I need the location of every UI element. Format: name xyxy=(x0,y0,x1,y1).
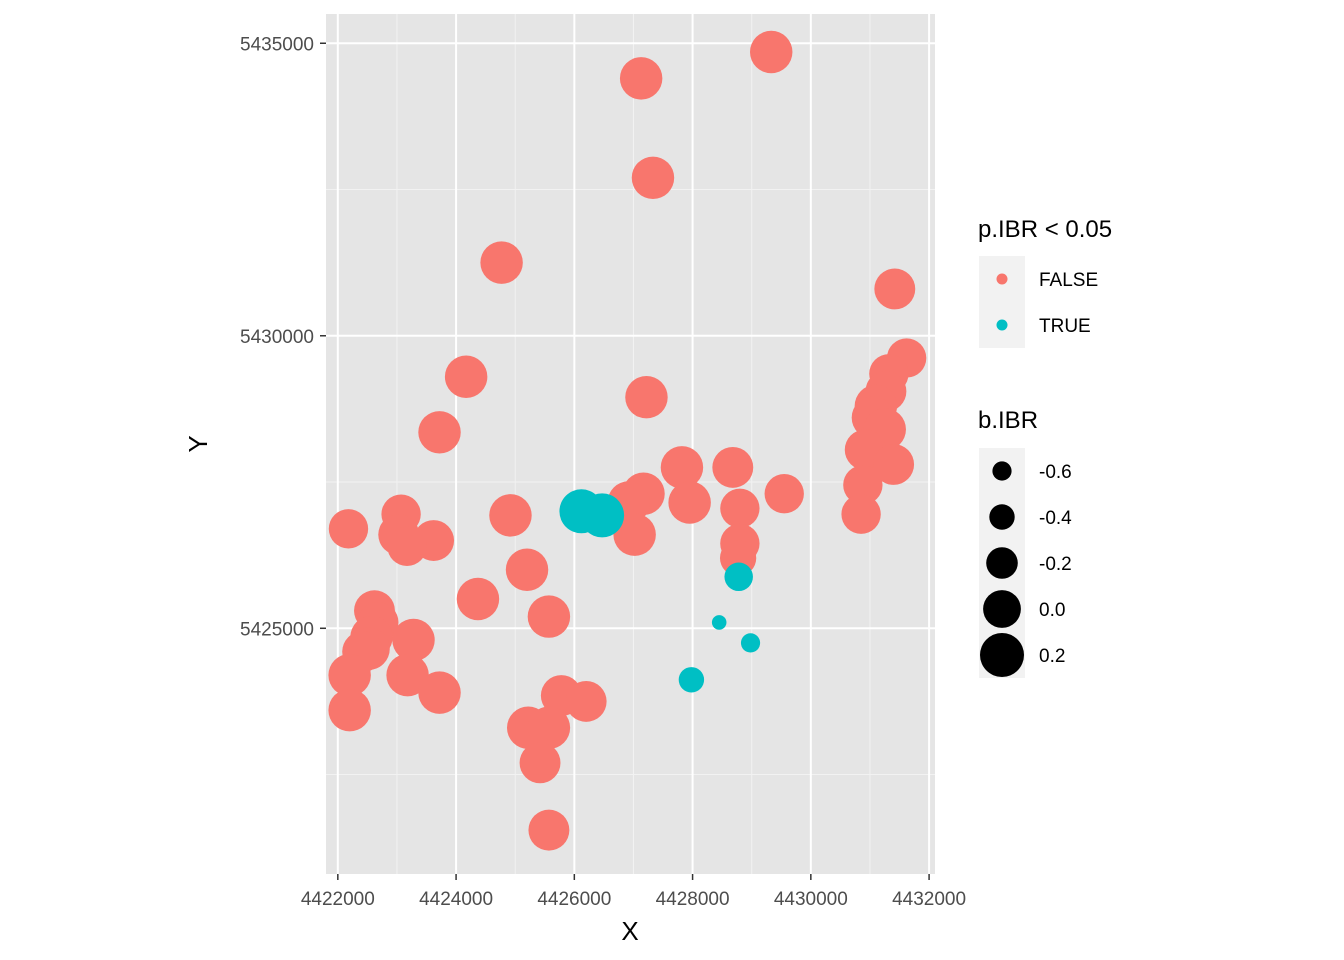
data-point-false xyxy=(613,513,656,556)
data-point-false xyxy=(480,241,523,284)
data-point-false xyxy=(489,494,532,537)
size-legend-label: 0.2 xyxy=(1039,646,1065,667)
data-point-false xyxy=(418,411,461,454)
legend-label-true: TRUE xyxy=(1039,316,1091,337)
data-point-false xyxy=(712,446,754,488)
x-tick-label: 4432000 xyxy=(892,889,966,910)
major-gridlines xyxy=(326,14,935,874)
data-point-false xyxy=(660,446,704,489)
size-legend-key xyxy=(980,633,1024,677)
data-point-false xyxy=(841,494,881,534)
data-point-false xyxy=(505,548,549,592)
size-legend-label: -0.2 xyxy=(1039,554,1072,575)
data-point-false xyxy=(720,488,760,529)
data-point-false xyxy=(625,375,668,419)
y-axis-title: Y xyxy=(183,435,213,452)
x-tick-label: 4428000 xyxy=(656,889,730,910)
data-point-true xyxy=(711,615,727,630)
data-point-true xyxy=(678,667,705,693)
size-legend-title: b.IBR xyxy=(978,407,1038,434)
data-point-false xyxy=(873,444,915,485)
legend-key-true xyxy=(996,319,1008,331)
size-legend-label: -0.6 xyxy=(1039,462,1072,483)
x-tick-label: 4422000 xyxy=(301,889,375,910)
size-legend-label: -0.4 xyxy=(1039,508,1072,529)
data-point-false xyxy=(764,474,804,514)
x-tick-label: 4426000 xyxy=(537,889,611,910)
size-legend: b.IBR -0.6 -0.4 -0.2 0.0 0.2 xyxy=(978,407,1072,678)
data-point-false xyxy=(528,809,570,851)
data-point-false xyxy=(527,595,571,638)
data-point-false xyxy=(456,577,500,621)
y-tick-label: 5425000 xyxy=(240,619,314,640)
data-points xyxy=(328,30,927,851)
data-point-false xyxy=(444,355,488,398)
x-axis: 4422000 4424000 4426000 4428000 4430000 44320… xyxy=(301,874,966,910)
data-point-false xyxy=(631,156,675,200)
color-legend: p.IBR < 0.05 FALSE TRUE xyxy=(978,216,1112,348)
y-tick-label: 5430000 xyxy=(240,327,314,348)
legend-key-false xyxy=(996,273,1008,285)
data-point-false xyxy=(328,653,371,697)
color-legend-keys-bg xyxy=(979,256,1025,348)
size-legend-key xyxy=(986,547,1018,579)
y-axis: 5425000 5430000 5435000 xyxy=(240,34,326,640)
y-tick-label: 5435000 xyxy=(240,34,314,55)
plot-panel xyxy=(326,14,935,874)
data-point-false xyxy=(749,30,793,74)
color-legend-title: p.IBR < 0.05 xyxy=(978,216,1112,243)
size-legend-key xyxy=(992,461,1012,481)
data-point-true xyxy=(724,562,753,592)
x-tick-label: 4430000 xyxy=(774,889,848,910)
size-legend-key xyxy=(989,504,1015,530)
x-axis-title: X xyxy=(621,916,638,946)
data-point-false xyxy=(387,526,427,567)
x-tick-label: 4424000 xyxy=(419,889,493,910)
data-point-false xyxy=(392,618,435,662)
data-point-false xyxy=(328,509,369,549)
data-point-false xyxy=(565,680,607,722)
data-point-false xyxy=(619,57,663,100)
data-point-false xyxy=(328,688,371,732)
size-legend-key xyxy=(983,590,1021,628)
data-point-false xyxy=(843,465,883,505)
data-point-true xyxy=(580,493,625,538)
size-legend-label: 0.0 xyxy=(1039,600,1065,621)
data-point-false xyxy=(386,653,429,697)
data-point-false xyxy=(527,706,571,749)
data-point-false xyxy=(874,268,916,310)
data-point-false xyxy=(519,742,561,784)
data-point-true xyxy=(740,633,761,653)
data-point-false xyxy=(668,481,711,524)
legend-label-false: FALSE xyxy=(1039,270,1098,291)
data-point-false xyxy=(418,671,461,714)
